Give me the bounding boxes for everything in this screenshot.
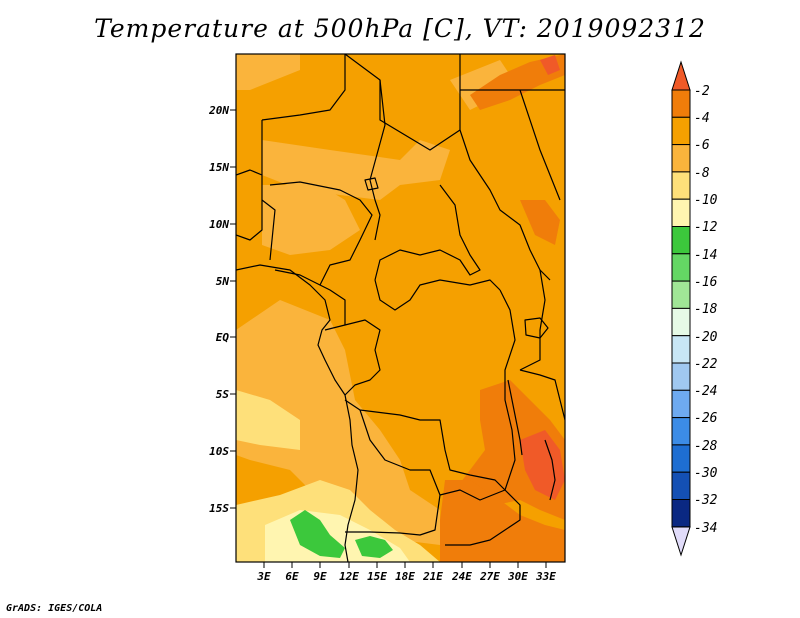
border-zambia [439, 489, 521, 546]
colorbar-segment [671, 389, 691, 419]
lon-label: 21E [422, 570, 443, 583]
colorbar-segment [671, 171, 691, 200]
coastline-west [236, 264, 359, 562]
lake-malawi [544, 439, 556, 501]
country-borders [236, 54, 565, 562]
lat-label: 5S [216, 388, 230, 401]
lon-label: 18E [395, 570, 415, 583]
border-car [374, 279, 501, 311]
border-algeria-libya [344, 54, 461, 151]
legend-label: -4 [694, 111, 710, 126]
field-band-8-to-6-south-west [236, 300, 440, 545]
lon-label: 33E [535, 570, 556, 583]
field-band-8-to-6-north [236, 54, 450, 200]
lake-chad [364, 177, 379, 191]
colorbar-segment [671, 362, 691, 391]
lat-label: 10N [209, 218, 229, 231]
border-sudan-east [459, 129, 551, 281]
legend-label: -8 [694, 166, 710, 181]
colorbar-segment [671, 116, 691, 146]
field-band-4-to-2-east [520, 200, 560, 245]
lat-label: 10S [209, 445, 229, 458]
field-band-above-2 [520, 55, 565, 500]
latitude-axis: 20N 15N 10N 5N EQ 5S 10S 15S [208, 104, 236, 515]
colorbar-segment [671, 89, 691, 118]
colorbar-legend: -2 -4 -6 -8 -10 -12 -14 -16 -18 -20 -22 … [671, 60, 718, 557]
legend-label: -24 [694, 384, 717, 399]
legend-label: -10 [694, 193, 718, 208]
border-ethiopia [519, 89, 561, 201]
colorbar-bottom-triangle [671, 526, 691, 557]
colorbar-segment [671, 444, 691, 473]
colorbar-segment [671, 471, 691, 501]
legend-label: -26 [694, 411, 718, 426]
colorbar-segment [671, 144, 691, 173]
border-niger-chad [369, 79, 386, 241]
grads-credit: GrADS: IGES/COLA [6, 603, 103, 614]
border-chad-sudan [374, 184, 481, 281]
border-nigeria [269, 181, 373, 286]
colorbar-top-triangle [671, 60, 691, 91]
legend-label: -14 [694, 248, 717, 263]
colorbar-segment [671, 226, 691, 255]
colorbar-segment [671, 499, 691, 528]
colorbar-segment [671, 253, 691, 282]
border-cameroon [319, 284, 346, 331]
lon-label: 3E [256, 570, 271, 583]
lake-victoria [524, 317, 549, 339]
lat-label: 20N [208, 104, 229, 117]
field-band-8-to-6-central-north [262, 185, 360, 255]
field-band-14-to-12-a [290, 510, 345, 558]
colorbar-segment [671, 280, 691, 309]
colorbar-segment [671, 307, 691, 337]
legend-label: -28 [694, 439, 718, 454]
map-title: Temperature at 500hPa [C], VT: 201909231… [94, 14, 706, 43]
lon-label: 24E [451, 570, 472, 583]
legend-label: -2 [694, 84, 710, 99]
field-band-10-to-8-west [236, 390, 300, 450]
lon-label: 15E [367, 570, 387, 583]
colorbar-segment [671, 417, 691, 446]
legend-label: -32 [694, 493, 718, 508]
border-mali-niger [261, 54, 346, 121]
longitude-axis: 3E 6E 9E 12E 15E 18E 21E 24E 27E 30E 33E [256, 562, 556, 583]
field-band-4-to-2-northeast [470, 54, 565, 110]
border-drc-south [344, 399, 506, 491]
border-west-africa [236, 169, 263, 241]
lat-label: 15S [209, 502, 229, 515]
lon-label: 30E [507, 570, 528, 583]
plot-frame [235, 53, 566, 563]
legend-label: -34 [694, 521, 717, 536]
colorbar-segment [671, 198, 691, 227]
border-west-africa-2 [261, 120, 276, 261]
legend-label: -22 [694, 357, 718, 372]
lon-label: 12E [339, 570, 359, 583]
field-band-4-to-2-south [440, 480, 565, 562]
legend-label: -20 [694, 330, 718, 345]
border-tanzania [519, 369, 565, 421]
lon-label: 27E [479, 570, 500, 583]
border-kenya [519, 269, 546, 371]
lon-label: 9E [313, 570, 327, 583]
legend-label: -6 [694, 138, 710, 153]
temperature-field [236, 54, 565, 562]
border-congo [344, 319, 381, 396]
border-drc-east [499, 289, 516, 491]
legend-label: -16 [694, 275, 718, 290]
lake-tanganyika [507, 379, 523, 456]
lat-label: 5N [216, 275, 230, 288]
legend-label: -30 [694, 466, 718, 481]
lat-label: EQ [216, 331, 230, 344]
colorbar-segment [671, 335, 691, 364]
lon-label: 6E [285, 570, 299, 583]
legend-label: -18 [694, 302, 718, 317]
field-band-14-to-12-b [355, 536, 393, 558]
lat-label: 15N [209, 161, 229, 174]
legend-label: -12 [694, 220, 718, 235]
